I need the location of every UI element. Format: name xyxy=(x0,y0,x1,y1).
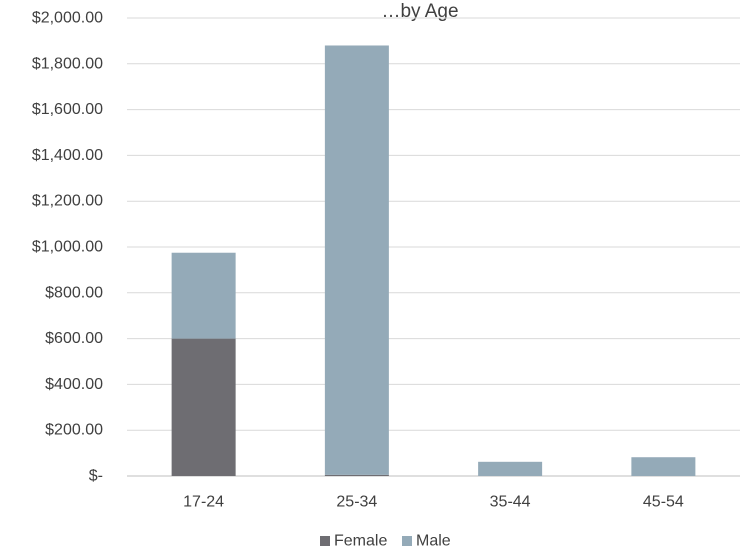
y-axis-tick-labels: $- $200.00 $400.00 $600.00 $800.00 $1,000.00 $… xyxy=(32,10,103,485)
bar-male-17-24 xyxy=(171,252,236,339)
chart-title: …by Age xyxy=(381,1,458,22)
y-tick-label: $1,200.00 xyxy=(32,193,103,210)
y-tick-label: $2,000.00 xyxy=(32,10,103,27)
y-tick-label: $400.00 xyxy=(45,376,103,393)
y-tick-label: $- xyxy=(89,468,103,485)
y-tick-label: $600.00 xyxy=(45,330,103,347)
bar-male-35-44 xyxy=(478,461,543,476)
legend-label-female: Female xyxy=(334,533,387,550)
y-tick-label: $1,400.00 xyxy=(32,147,103,164)
y-tick-label: $1,000.00 xyxy=(32,239,103,256)
legend-label-male: Male xyxy=(416,533,451,550)
x-category-label: 45-54 xyxy=(643,494,684,511)
bar-female-17-24 xyxy=(171,338,236,476)
y-tick-label: $1,800.00 xyxy=(32,55,103,72)
legend-swatch-male xyxy=(402,536,412,546)
y-tick-label: $800.00 xyxy=(45,284,103,301)
x-category-label: 35-44 xyxy=(490,494,531,511)
bar-male-25-34 xyxy=(324,45,389,475)
legend: Female Male xyxy=(320,533,451,550)
bar-male-45-54 xyxy=(631,457,696,476)
bars xyxy=(171,45,696,476)
x-category-label: 25-34 xyxy=(336,494,377,511)
y-tick-label: $1,600.00 xyxy=(32,101,103,118)
bar-female-25-34 xyxy=(324,474,389,476)
legend-swatch-female xyxy=(320,536,330,546)
x-category-label: 17-24 xyxy=(183,494,224,511)
x-axis-category-labels: 17-24 25-34 35-44 45-54 xyxy=(183,494,684,511)
y-tick-label: $200.00 xyxy=(45,422,103,439)
